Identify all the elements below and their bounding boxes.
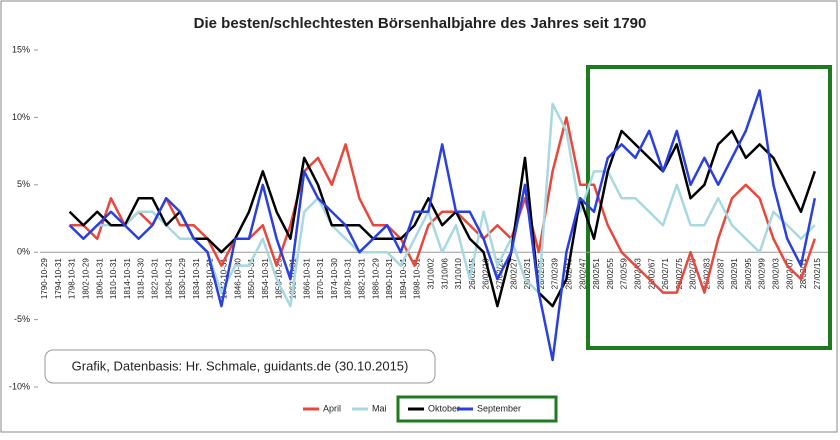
x-tick-label: 28/02/67 bbox=[647, 258, 656, 290]
x-tick-label: 28/02/47 bbox=[578, 258, 587, 290]
x-tick-label: 26/02/95 bbox=[744, 258, 753, 290]
chart-title: Die besten/schlechtesten Börsenhalbjahre… bbox=[194, 15, 647, 32]
x-tick-label: 28/02/87 bbox=[716, 258, 725, 290]
legend-label: April bbox=[323, 403, 341, 413]
y-tick-label: 10% bbox=[12, 112, 30, 122]
x-tick-label: 28/02/63 bbox=[634, 258, 643, 290]
legend-label: Oktober bbox=[428, 403, 460, 413]
y-tick-label: -5% bbox=[14, 314, 30, 324]
x-tick-label: 1802-10-29 bbox=[82, 258, 91, 299]
x-tick-label: 1818-10-30 bbox=[137, 258, 146, 299]
x-tick-label: 31/10/06 bbox=[440, 258, 449, 290]
y-tick-label: 15% bbox=[12, 44, 30, 54]
x-tick-label: 1810-10-31 bbox=[109, 258, 118, 299]
x-tick-label: 1874-10-30 bbox=[330, 258, 339, 299]
x-tick-label: 28/02/75 bbox=[675, 258, 684, 290]
x-tick-label: 28/02/91 bbox=[730, 258, 739, 290]
x-tick-label: 1890-10-31 bbox=[385, 258, 394, 299]
legend-label: September bbox=[477, 403, 521, 413]
x-tick-label: 1882-10-31 bbox=[358, 258, 367, 299]
x-tick-label: 1838-10-31 bbox=[206, 258, 215, 299]
x-tick-label: 1814-10-31 bbox=[123, 258, 132, 299]
x-tick-label: 27/02/59 bbox=[620, 258, 629, 290]
x-tick-label: 26/02/19 bbox=[482, 258, 491, 290]
y-tick-label: 0% bbox=[17, 247, 30, 257]
x-tick-label: 28/02/51 bbox=[592, 258, 601, 290]
x-tick-label: 1846-10-30 bbox=[233, 258, 242, 299]
x-tick-label: 1806-10-31 bbox=[95, 258, 104, 299]
x-tick-label: 26/02/15 bbox=[468, 258, 477, 290]
x-tick-label: 27/02/39 bbox=[551, 258, 560, 290]
x-tick-label: 1878-10-31 bbox=[344, 258, 353, 299]
x-tick-label: 1898-10-31 bbox=[413, 258, 422, 299]
series-line bbox=[68, 89, 817, 362]
x-tick-label: 1870-10-31 bbox=[316, 258, 325, 299]
x-tick-label: 1854-10-31 bbox=[261, 258, 270, 299]
x-tick-label: 27/02/15 bbox=[813, 258, 822, 290]
x-tick-label: 1850-10-31 bbox=[247, 258, 256, 299]
y-tick-label: -10% bbox=[9, 381, 30, 391]
x-tick-label: 28/02/03 bbox=[772, 258, 781, 290]
x-tick-label: 26/02/71 bbox=[661, 258, 670, 290]
x-tick-label: 31/10/02 bbox=[427, 258, 436, 290]
x-tick-label: 1858-10-29 bbox=[275, 258, 284, 299]
y-tick-label: 5% bbox=[17, 179, 30, 189]
x-tick-label: 28/02/79 bbox=[689, 258, 698, 290]
x-tick-label: 1826-10-31 bbox=[164, 258, 173, 299]
x-tick-label: 1862-10-31 bbox=[289, 258, 298, 299]
x-tick-label: 26/02/83 bbox=[703, 258, 712, 290]
x-tick-label: 1798-10-31 bbox=[68, 258, 77, 299]
legend-highlight bbox=[396, 395, 558, 423]
x-tick-label: 1894-10-31 bbox=[399, 258, 408, 299]
x-tick-label: 28/02/99 bbox=[758, 258, 767, 290]
x-tick-label: 28/02/27 bbox=[509, 258, 518, 290]
x-tick-label: 1790-10-29 bbox=[40, 258, 49, 299]
x-tick-label: 1830-10-29 bbox=[178, 258, 187, 299]
x-tick-label: 28/02/43 bbox=[565, 258, 574, 290]
x-tick-label: 28/02/07 bbox=[785, 258, 794, 290]
x-tick-label: 28/02/31 bbox=[523, 258, 532, 290]
annotation: Grafik, Datenbasis: Hr. Schmale, guidant… bbox=[72, 358, 409, 373]
annotation-box bbox=[44, 349, 436, 384]
x-tick-label: 31/10/10 bbox=[454, 258, 463, 290]
x-tick-label: 1866-10-31 bbox=[302, 258, 311, 299]
x-tick-label: 1794-10-31 bbox=[54, 258, 63, 299]
x-tick-label: 1886-10-29 bbox=[371, 258, 380, 299]
x-tick-label: 28/02/55 bbox=[606, 258, 615, 290]
x-tick-label: 1842-10-31 bbox=[220, 258, 229, 299]
legend-label: Mai bbox=[372, 403, 387, 413]
series-line bbox=[69, 116, 816, 294]
x-tick-label: 1834-10-31 bbox=[192, 258, 201, 299]
x-tick-label: 1822-10-31 bbox=[151, 258, 160, 299]
